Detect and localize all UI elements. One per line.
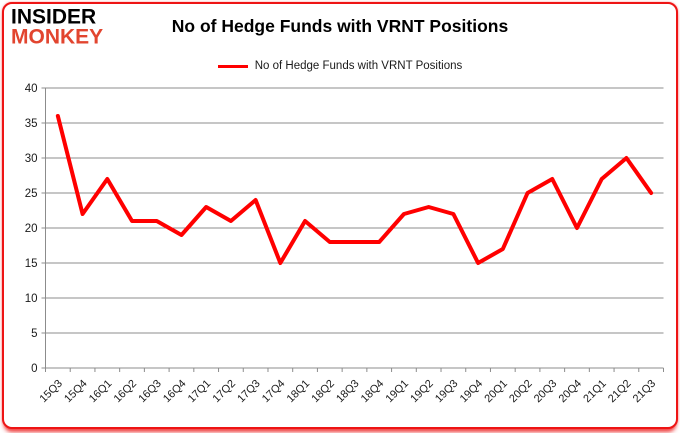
logo-line-insider: INSIDER	[11, 4, 97, 29]
x-axis-label: 21Q1	[581, 378, 609, 406]
y-axis-label: 20	[25, 223, 38, 235]
x-axis-label: 21Q2	[606, 378, 634, 406]
x-axis-label: 19Q1	[384, 378, 412, 406]
x-axis-label: 16Q4	[161, 378, 189, 406]
x-axis-label: 17Q3	[235, 378, 263, 406]
y-axis-label: 25	[25, 188, 38, 200]
y-axis-label: 35	[25, 118, 38, 130]
y-axis-label: 30	[25, 153, 38, 165]
y-axis-label: 10	[25, 293, 38, 305]
chart-title: No of Hedge Funds with VRNT Positions	[171, 16, 509, 36]
data-series-line	[55, 114, 654, 265]
x-axis-label: 18Q2	[309, 378, 337, 406]
x-axis-label: 15Q4	[62, 378, 90, 406]
x-axis-label: 20Q3	[532, 378, 560, 406]
y-axis-label: 40	[25, 83, 38, 95]
x-axis-label: 18Q3	[334, 378, 362, 406]
x-axis-label: 18Q4	[359, 378, 387, 406]
x-axis-label: 16Q3	[136, 378, 164, 406]
x-axis-label: 19Q4	[458, 378, 486, 406]
y-axis-label: 5	[31, 328, 37, 340]
x-axis-label: 19Q2	[408, 378, 436, 406]
y-axis-label: 15	[25, 258, 38, 270]
y-axis-label: 0	[31, 363, 37, 375]
x-axis-label: 17Q1	[186, 378, 214, 406]
x-axis-label: 16Q1	[87, 378, 115, 406]
legend-label: No of Hedge Funds with VRNT Positions	[254, 60, 463, 72]
x-axis-label: 21Q3	[631, 378, 659, 406]
x-axis-label: 20Q2	[507, 378, 535, 406]
chart-legend: No of Hedge Funds with VRNT Positions	[0, 60, 680, 72]
x-axis-label: 18Q1	[285, 378, 313, 406]
x-axis-label: 17Q2	[210, 378, 238, 406]
x-axis-label: 19Q3	[433, 378, 461, 406]
legend-line-swatch-icon	[217, 64, 248, 68]
x-axis-label: 17Q4	[260, 378, 288, 406]
logo-line-monkey: MONKEY	[11, 25, 104, 49]
x-axis-label: 16Q2	[112, 378, 140, 406]
x-axis-label: 20Q1	[482, 378, 510, 406]
x-axis-label: 15Q3	[37, 378, 65, 406]
insider-monkey-logo: INSIDER MONKEY	[11, 4, 104, 49]
x-axis-label: 20Q4	[557, 378, 585, 406]
